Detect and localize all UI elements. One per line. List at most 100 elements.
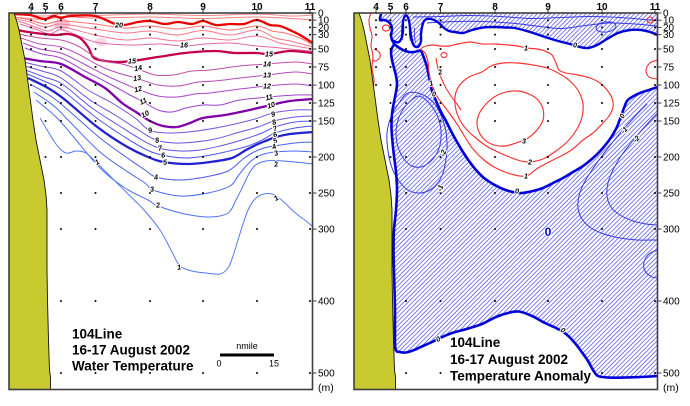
svg-text:9: 9 <box>270 109 277 119</box>
svg-text:13: 13 <box>132 73 141 83</box>
svg-text:300: 300 <box>663 225 680 236</box>
svg-text:14: 14 <box>133 63 142 73</box>
svg-text:3: 3 <box>273 148 279 158</box>
svg-text:200: 200 <box>318 153 335 164</box>
svg-text:1: 1 <box>428 78 434 88</box>
svg-text:2: 2 <box>436 67 443 77</box>
svg-text:9: 9 <box>200 2 206 13</box>
svg-text:500: 500 <box>663 369 680 380</box>
svg-text:12: 12 <box>133 84 143 95</box>
svg-text:8: 8 <box>154 135 160 145</box>
svg-text:(m): (m) <box>318 382 334 394</box>
svg-text:-2: -2 <box>438 148 449 157</box>
svg-text:75: 75 <box>663 63 675 74</box>
svg-text:50: 50 <box>318 45 330 56</box>
svg-text:0: 0 <box>432 90 436 99</box>
svg-text:11: 11 <box>264 92 274 103</box>
svg-text:5: 5 <box>43 2 49 13</box>
svg-text:9: 9 <box>545 2 551 13</box>
svg-text:10: 10 <box>318 16 330 27</box>
svg-text:0: 0 <box>663 9 669 20</box>
svg-text:0: 0 <box>318 9 324 20</box>
svg-text:14: 14 <box>263 60 271 69</box>
svg-text:500: 500 <box>318 369 335 380</box>
svg-text:8: 8 <box>271 117 278 127</box>
svg-text:6: 6 <box>403 2 409 13</box>
svg-text:1: 1 <box>176 262 181 271</box>
svg-text:0: 0 <box>515 187 519 196</box>
svg-text:7: 7 <box>438 2 444 13</box>
svg-text:5: 5 <box>162 157 168 167</box>
svg-text:6: 6 <box>160 150 166 160</box>
svg-text:16: 16 <box>180 41 189 50</box>
svg-text:0: 0 <box>617 112 627 119</box>
svg-text:75: 75 <box>318 63 330 74</box>
svg-text:nmile: nmile <box>236 341 258 351</box>
svg-text:150: 150 <box>318 117 335 128</box>
svg-text:0: 0 <box>545 225 552 239</box>
svg-text:300: 300 <box>318 225 335 236</box>
svg-text:4: 4 <box>28 2 34 13</box>
svg-text:15: 15 <box>128 57 137 66</box>
svg-text:7: 7 <box>93 2 99 13</box>
svg-text:0: 0 <box>573 41 577 50</box>
svg-text:20: 20 <box>114 21 123 30</box>
svg-text:8: 8 <box>492 2 498 13</box>
svg-text:400: 400 <box>663 297 680 308</box>
svg-text:0: 0 <box>434 334 441 344</box>
svg-text:6: 6 <box>58 2 64 13</box>
svg-text:(m): (m) <box>663 382 679 394</box>
svg-text:1: 1 <box>93 157 101 167</box>
svg-text:104Line: 104Line <box>72 327 123 342</box>
svg-text:4: 4 <box>373 2 379 13</box>
svg-text:16-17 August 2002: 16-17 August 2002 <box>72 343 190 358</box>
svg-text:5: 5 <box>272 135 280 145</box>
svg-text:250: 250 <box>663 189 680 200</box>
svg-text:400: 400 <box>318 297 335 308</box>
svg-text:2: 2 <box>272 159 278 169</box>
svg-text:10: 10 <box>663 16 675 27</box>
svg-text:2: 2 <box>527 158 532 167</box>
svg-text:7: 7 <box>272 123 280 133</box>
svg-text:30: 30 <box>663 30 675 41</box>
svg-text:4: 4 <box>152 172 158 182</box>
svg-text:250: 250 <box>318 189 335 200</box>
svg-text:20: 20 <box>663 23 675 34</box>
svg-text:10: 10 <box>251 2 263 13</box>
svg-text:3: 3 <box>522 137 526 146</box>
svg-text:6: 6 <box>272 129 280 139</box>
svg-text:100: 100 <box>318 81 335 92</box>
svg-text:2: 2 <box>154 200 160 210</box>
svg-text:11: 11 <box>650 2 661 13</box>
svg-text:20: 20 <box>318 23 330 34</box>
svg-text:-1: -1 <box>435 183 446 192</box>
svg-text:8: 8 <box>147 2 153 13</box>
svg-text:Temperature Anomaly: Temperature Anomaly <box>450 369 592 384</box>
svg-text:15: 15 <box>265 50 274 59</box>
svg-text:200: 200 <box>663 153 680 164</box>
svg-text:1: 1 <box>272 193 280 203</box>
svg-text:10: 10 <box>596 2 608 13</box>
svg-text:125: 125 <box>318 99 335 110</box>
svg-text:1: 1 <box>524 44 528 53</box>
svg-text:1: 1 <box>524 172 528 181</box>
svg-text:3: 3 <box>149 184 154 193</box>
svg-text:0: 0 <box>559 325 567 335</box>
svg-text:7: 7 <box>157 143 163 153</box>
svg-text:9: 9 <box>147 125 154 135</box>
svg-text:125: 125 <box>663 99 680 110</box>
svg-text:12: 12 <box>263 82 271 91</box>
svg-text:150: 150 <box>663 117 680 128</box>
svg-text:30: 30 <box>318 30 330 41</box>
svg-text:0: 0 <box>216 359 221 369</box>
svg-text:4: 4 <box>270 142 278 152</box>
svg-text:16-17 August 2002: 16-17 August 2002 <box>450 352 568 367</box>
svg-text:50: 50 <box>663 45 675 56</box>
svg-text:104Line: 104Line <box>450 335 501 350</box>
svg-text:100: 100 <box>663 81 680 92</box>
svg-text:Water Temperature: Water Temperature <box>72 359 194 374</box>
svg-text:15: 15 <box>269 359 279 369</box>
svg-text:5: 5 <box>388 2 394 13</box>
svg-text:11: 11 <box>305 2 316 13</box>
svg-text:13: 13 <box>263 71 271 80</box>
